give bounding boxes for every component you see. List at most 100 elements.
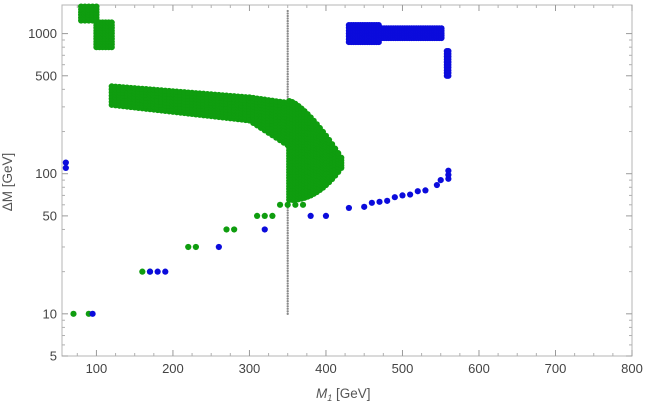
gray-point <box>286 226 289 230</box>
green-point <box>139 268 146 275</box>
green-point <box>299 201 307 208</box>
gray-point <box>286 70 289 73</box>
blue-point <box>445 171 452 179</box>
blue-point <box>422 187 429 194</box>
blue-point <box>414 188 421 195</box>
gray-point <box>286 88 289 91</box>
gray-point <box>286 209 289 212</box>
y-tick-label: 50 <box>43 208 57 223</box>
green-point <box>269 212 276 219</box>
green-point <box>231 226 238 233</box>
blue-point <box>438 25 445 32</box>
gray-point <box>286 234 289 237</box>
gray-point <box>286 269 289 273</box>
green-point <box>338 154 345 161</box>
gray-point <box>286 83 289 86</box>
gray-point <box>286 77 289 81</box>
green-point <box>108 19 115 26</box>
y-tick-label: 10 <box>43 306 57 321</box>
x-tick-label: 200 <box>162 361 184 376</box>
y-axis-title: ΔM [GeV] <box>0 153 15 212</box>
gray-point <box>286 257 289 260</box>
gray-point <box>286 214 289 217</box>
green-point <box>185 243 192 251</box>
gray-point <box>286 24 289 28</box>
gray-point <box>286 239 289 242</box>
gray-point <box>286 95 289 98</box>
blue-point <box>376 198 383 205</box>
gray-point <box>286 310 289 313</box>
green-point <box>93 3 100 10</box>
gray-point <box>286 267 289 270</box>
gray-point <box>286 295 289 298</box>
x-tick-label: 600 <box>468 361 490 376</box>
x-axis-title: M1 [GeV] <box>316 386 371 403</box>
x-tick-label: 800 <box>621 361 643 376</box>
gray-point <box>286 307 289 310</box>
green-point <box>223 226 230 233</box>
y-tick-label: 1000 <box>28 26 57 41</box>
blue-point <box>384 197 391 204</box>
gray-point <box>286 37 289 40</box>
gray-point <box>286 289 289 293</box>
y-tick-label: 100 <box>35 166 57 181</box>
gray-point <box>286 14 289 18</box>
green-point <box>254 212 261 219</box>
gray-point <box>286 80 289 83</box>
x-axis-title-sub: 1 <box>327 393 332 403</box>
gray-point <box>286 297 289 300</box>
gray-point <box>286 55 289 58</box>
gray-point <box>286 72 289 76</box>
x-tick-label: 500 <box>392 361 414 376</box>
blue-point <box>368 199 375 206</box>
x-tick-label: 100 <box>86 361 108 376</box>
green-point <box>292 201 299 208</box>
blue-point <box>62 164 69 172</box>
tick-labels: 100 200 300 400 500 600 700 800 5 10 50 100 500 1000 <box>28 26 643 376</box>
x-tick-label: 300 <box>239 361 261 376</box>
gray-point <box>286 221 289 225</box>
blue-point <box>162 268 169 275</box>
blue-point <box>361 203 368 210</box>
gray-point <box>286 282 289 285</box>
gray-point <box>286 45 289 48</box>
blue-point <box>391 194 398 201</box>
gray-point <box>286 264 289 268</box>
gray-point <box>286 32 289 35</box>
gray-point <box>286 254 289 257</box>
gray-point <box>286 19 289 23</box>
green-point <box>192 243 199 251</box>
blue-point <box>261 226 268 233</box>
gray-point <box>286 90 289 93</box>
gray-point <box>286 300 289 303</box>
gray-point <box>286 9 289 13</box>
green-point <box>332 145 339 152</box>
gray-point <box>286 244 289 247</box>
gray-point <box>286 27 289 30</box>
blue-point <box>146 268 154 275</box>
gray-point <box>286 231 289 235</box>
gray-point <box>286 75 289 78</box>
axis-ticks <box>62 5 633 357</box>
gray-point <box>286 42 289 45</box>
gray-point <box>286 277 289 280</box>
gray-point <box>286 30 289 33</box>
gray-point <box>286 22 289 25</box>
gray-point <box>286 287 289 290</box>
gray-point <box>286 262 289 265</box>
gray-point <box>286 60 289 63</box>
gray-point <box>286 12 289 15</box>
gray-point <box>286 252 289 255</box>
gray-point <box>286 229 289 232</box>
x-tick-label: 400 <box>315 361 337 376</box>
gray-point <box>286 272 289 275</box>
blue-point <box>62 159 69 166</box>
green-point <box>276 201 284 208</box>
green-point <box>261 212 268 219</box>
x-tick-label: 700 <box>545 361 567 376</box>
gray-point <box>286 35 289 38</box>
green-point <box>70 310 77 317</box>
gray-point <box>286 219 289 222</box>
blue-point <box>215 243 222 251</box>
